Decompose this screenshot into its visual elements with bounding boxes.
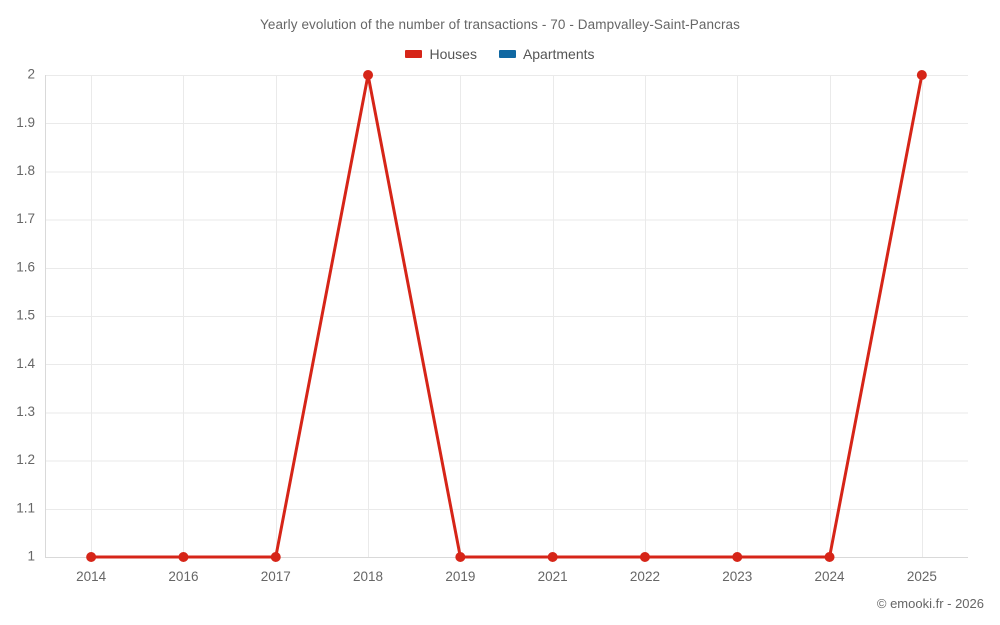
data-point-marker[interactable] — [916, 70, 927, 80]
x-tick-label: 2014 — [76, 569, 107, 584]
y-tick-label: 1 — [27, 549, 35, 564]
x-axis-labels: 2014 2016 2017 2018 2019 2021 2022 2023 2024 2025 — [76, 569, 937, 584]
legend-item-apartments[interactable]: Apartments — [498, 46, 595, 62]
legend-swatch-apartments — [498, 50, 516, 58]
y-tick-label: 1.6 — [16, 259, 35, 274]
data-point-marker[interactable] — [639, 552, 650, 562]
y-tick-label: 1.1 — [16, 500, 35, 515]
x-tick-label: 2022 — [630, 569, 660, 584]
y-tick-label: 1.5 — [16, 308, 35, 323]
data-point-marker[interactable] — [824, 552, 835, 562]
data-point-marker[interactable] — [270, 552, 281, 562]
data-point-marker[interactable] — [547, 552, 558, 562]
y-tick-label: 1.2 — [16, 452, 35, 467]
data-point-marker[interactable] — [732, 552, 743, 562]
x-tick-label: 2018 — [353, 569, 383, 584]
x-tick-label: 2016 — [168, 569, 198, 584]
y-tick-label: 1.9 — [16, 115, 35, 130]
gridlines-layer — [45, 75, 968, 558]
chart-legend: Houses Apartments — [0, 46, 1000, 62]
data-point-marker[interactable] — [363, 70, 374, 80]
legend-swatch-houses — [405, 50, 423, 58]
data-point-marker[interactable] — [455, 552, 466, 562]
y-tick-label: 1.8 — [16, 163, 35, 178]
y-axis-labels: 1 1.1 1.2 1.3 1.4 1.5 1.6 1.7 1.8 1.9 2 — [16, 67, 35, 564]
series-layer — [86, 70, 927, 562]
x-tick-label: 2017 — [261, 569, 291, 584]
x-tick-label: 2025 — [907, 569, 937, 584]
data-point-marker[interactable] — [86, 552, 97, 562]
y-tick-label: 2 — [27, 67, 35, 82]
data-point-marker[interactable] — [178, 552, 189, 562]
x-tick-label: 2024 — [815, 569, 846, 584]
legend-label-apartments: Apartments — [522, 46, 595, 62]
chart-credit: © emooki.fr - 2026 — [876, 596, 984, 611]
x-tick-label: 2021 — [538, 569, 568, 584]
y-tick-label: 1.7 — [16, 211, 35, 226]
y-tick-label: 1.3 — [16, 404, 35, 419]
x-tick-label: 2023 — [722, 569, 752, 584]
series-line-houses — [89, 73, 924, 559]
legend-label-houses: Houses — [429, 46, 477, 62]
chart-title: Yearly evolution of the number of transa… — [259, 17, 741, 32]
y-tick-label: 1.4 — [16, 356, 35, 371]
x-tick-label: 2019 — [445, 569, 475, 584]
legend-item-houses[interactable]: Houses — [405, 46, 477, 62]
